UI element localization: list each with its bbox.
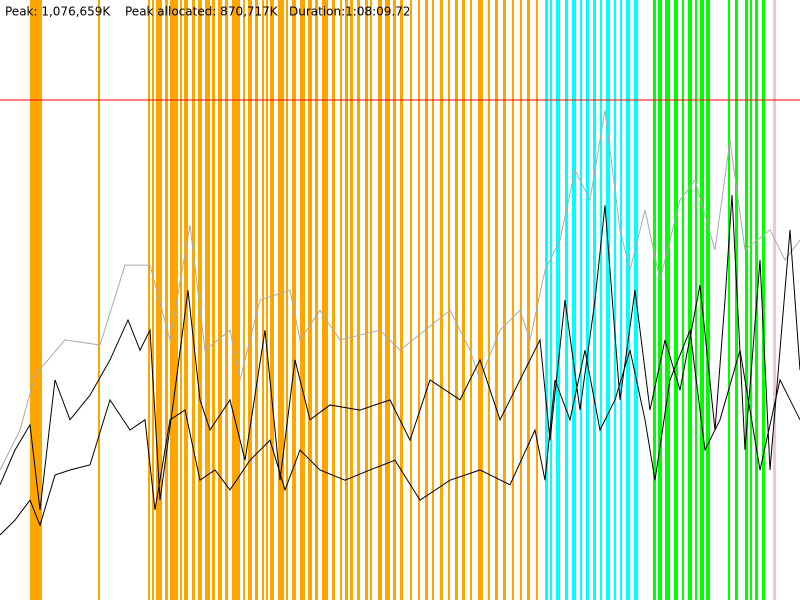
event-band — [212, 0, 215, 600]
event-band — [658, 0, 662, 600]
event-band — [170, 0, 178, 600]
event-band — [745, 0, 748, 600]
event-band — [266, 0, 268, 600]
event-band — [184, 0, 188, 600]
event-band — [440, 0, 443, 600]
event-band — [653, 0, 656, 600]
event-band — [572, 0, 576, 600]
event-band — [495, 0, 498, 600]
event-band — [586, 0, 589, 600]
event-band — [455, 0, 458, 600]
event-band — [98, 0, 100, 600]
header-labels: Peak: 1,076,659K Peak allocated: 870,717… — [5, 5, 411, 19]
event-band — [556, 0, 560, 600]
event-band — [308, 0, 312, 600]
event-band — [340, 0, 342, 600]
event-band — [148, 0, 150, 600]
event-band — [165, 0, 168, 600]
event-band — [322, 0, 328, 600]
event-band — [665, 0, 670, 600]
event-band — [512, 0, 514, 600]
event-band — [255, 0, 258, 600]
peak-allocated-label: Peak allocated: 870,717K — [125, 5, 279, 19]
event-band — [545, 0, 548, 600]
event-band — [565, 0, 568, 600]
memory-line — [0, 328, 800, 536]
event-band — [488, 0, 490, 600]
event-band — [550, 0, 552, 600]
event-band — [520, 0, 522, 600]
event-band — [262, 0, 264, 600]
event-band — [682, 0, 684, 600]
event-band — [152, 0, 154, 600]
peak-label: Peak: 1,076,659K — [5, 5, 111, 19]
event-band — [292, 0, 296, 600]
event-band — [503, 0, 506, 600]
event-band — [706, 0, 710, 600]
event-band — [620, 0, 622, 600]
event-band — [180, 0, 182, 600]
event-band — [750, 0, 752, 600]
event-band — [243, 0, 245, 600]
event-band — [462, 0, 465, 600]
duration-label: Duration:1:08:09.72 — [289, 5, 411, 19]
event-band — [198, 0, 202, 600]
event-band — [357, 0, 360, 600]
event-band — [418, 0, 420, 600]
event-band — [425, 0, 428, 600]
event-band — [600, 0, 602, 600]
event-band — [728, 0, 730, 600]
event-band — [410, 0, 412, 600]
event-band — [370, 0, 372, 600]
event-band — [300, 0, 305, 600]
event-band — [393, 0, 396, 600]
event-band — [580, 0, 582, 600]
event-band — [205, 0, 210, 600]
event-band — [432, 0, 434, 600]
event-band — [345, 0, 348, 600]
event-band — [30, 0, 42, 600]
event-band — [695, 0, 697, 600]
event-band — [688, 0, 692, 600]
event-band — [614, 0, 616, 600]
event-band — [350, 0, 353, 600]
event-band — [248, 0, 252, 600]
memory-line — [0, 109, 800, 471]
event-band — [270, 0, 274, 600]
event-band — [278, 0, 284, 600]
event-band — [232, 0, 240, 600]
event-band — [365, 0, 368, 600]
event-band — [470, 0, 472, 600]
event-band — [527, 0, 530, 600]
event-band — [762, 0, 765, 600]
lines — [0, 99, 800, 536]
event-band — [192, 0, 195, 600]
event-band — [448, 0, 450, 600]
event-band — [225, 0, 228, 600]
event-band — [315, 0, 318, 600]
memory-line — [0, 195, 800, 510]
event-band — [606, 0, 610, 600]
event-band — [674, 0, 678, 600]
event-band — [773, 0, 776, 600]
event-band — [332, 0, 335, 600]
event-band — [378, 0, 382, 600]
event-band — [735, 0, 738, 600]
event-band — [626, 0, 630, 600]
event-band — [536, 0, 538, 600]
event-band — [218, 0, 222, 600]
event-band — [478, 0, 483, 600]
event-band — [385, 0, 390, 600]
event-band — [400, 0, 403, 600]
event-band — [286, 0, 288, 600]
